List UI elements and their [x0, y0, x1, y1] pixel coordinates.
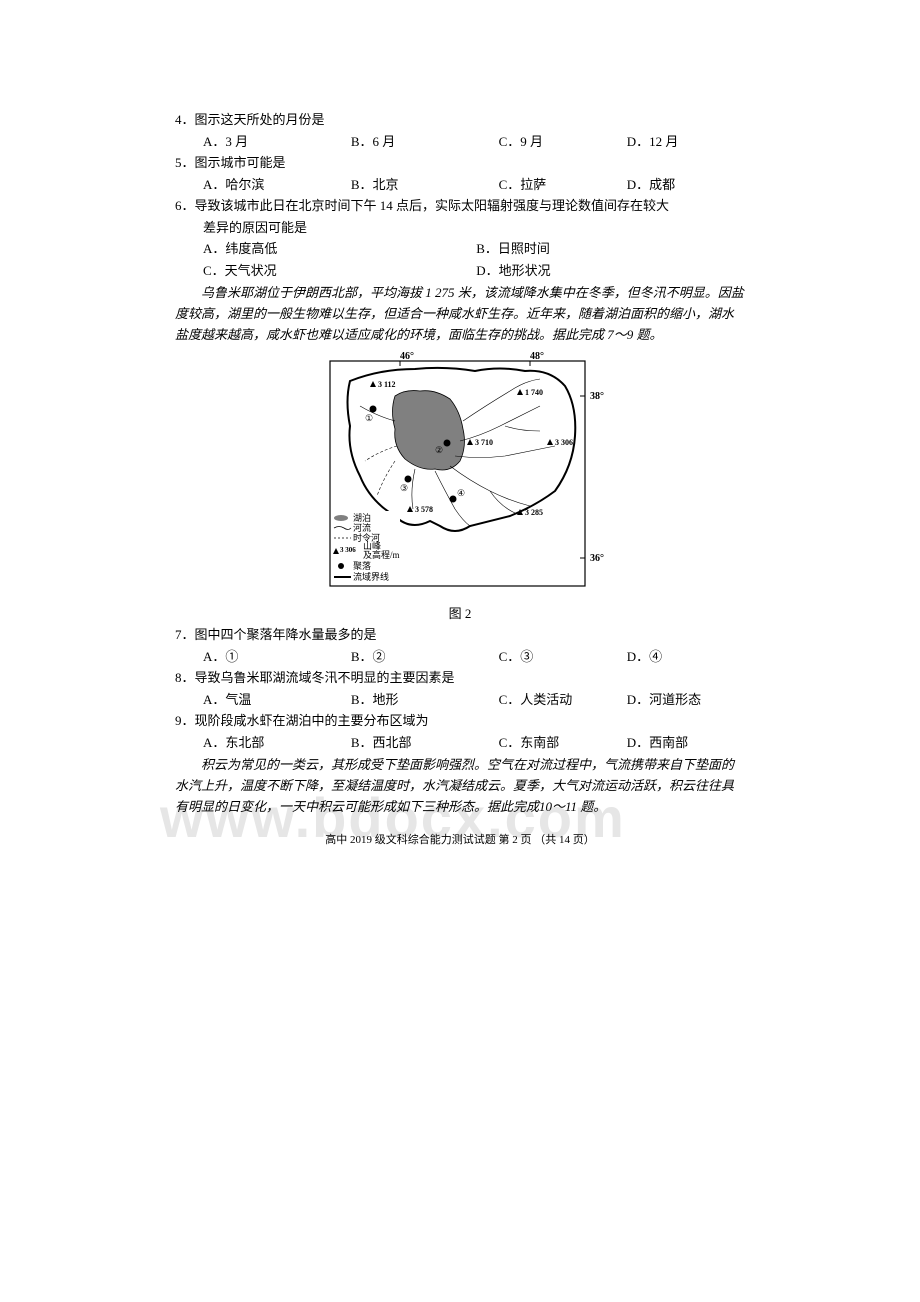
lat-top: 38° — [590, 391, 604, 402]
q8-opt-d: D．河道形态 — [627, 690, 745, 710]
page-footer: 高中 2019 级文科综合能力测试试题 第 2 页 （共 14 页） — [175, 832, 745, 849]
q5-opt-a: A．哈尔滨 — [203, 175, 351, 195]
q6-options-row1: A．纬度高低 B．日照时间 — [175, 239, 745, 259]
q4-text: 4．图示这天所处的月份是 — [175, 110, 745, 130]
passage-1: 乌鲁米耶湖位于伊朗西北部，平均海拔 1 275 米，该流域降水集中在冬季，但冬汛… — [175, 283, 745, 345]
lon-left: 46° — [400, 351, 414, 362]
q8-options: A．气温 B．地形 C．人类活动 D．河道形态 — [175, 690, 745, 710]
lon-right: 48° — [530, 351, 544, 362]
q9-opt-d: D．西南部 — [627, 733, 745, 753]
peak-5-label: 3 578 — [415, 505, 433, 514]
q5-opt-c: C．拉萨 — [499, 175, 627, 195]
q7-text: 7．图中四个聚落年降水量最多的是 — [175, 625, 745, 645]
q8-opt-c: C．人类活动 — [499, 690, 627, 710]
q9-opt-c: C．东南部 — [499, 733, 627, 753]
page-content: 4．图示这天所处的月份是 A．3 月 B．6 月 C．9 月 D．12 月 5．… — [175, 110, 745, 848]
map-container: 46° 48° 38° 36° 3 112 — [305, 351, 615, 623]
map-caption: 图 2 — [305, 604, 615, 624]
q9-opt-b: B．西北部 — [351, 733, 499, 753]
settlement-2 — [444, 440, 451, 447]
q6-opt-a: A．纬度高低 — [203, 239, 473, 259]
circled-2: ② — [435, 445, 443, 455]
q6-options-row2: C．天气状况 D．地形状况 — [175, 261, 745, 281]
q7-opt-b: B．② — [351, 647, 499, 667]
q5-options: A．哈尔滨 B．北京 C．拉萨 D．成都 — [175, 175, 745, 195]
q7-options: A．① B．② C．③ D．④ — [175, 647, 745, 667]
q7-opt-c: C．③ — [499, 647, 627, 667]
legend-peak-sample: 3 306 — [340, 546, 356, 554]
peak-4-label: 3 306 — [555, 438, 573, 447]
q9-text: 9．现阶段咸水虾在湖泊中的主要分布区域为 — [175, 711, 745, 731]
legend-peak-label2: 及高程/m — [363, 549, 400, 560]
lat-bottom: 36° — [590, 553, 604, 564]
q9-opt-a: A．东北部 — [203, 733, 351, 753]
q7-opt-a: A．① — [203, 647, 351, 667]
passage-2: 积云为常见的一类云，其形成受下垫面影响强烈。空气在对流过程中，气流携带来自下垫面… — [175, 755, 745, 817]
q8-opt-a: A．气温 — [203, 690, 351, 710]
q4-opt-c: C．9 月 — [499, 132, 627, 152]
q5-opt-d: D．成都 — [627, 175, 745, 195]
legend-boundary-label: 流域界线 — [353, 571, 389, 582]
peak-3-label: 3 710 — [475, 438, 493, 447]
settlement-1 — [370, 406, 377, 413]
circled-4: ④ — [457, 488, 465, 498]
peak-1-label: 3 112 — [378, 380, 396, 389]
q4-opt-d: D．12 月 — [627, 132, 745, 152]
settlement-4 — [450, 496, 457, 503]
q5-text: 5．图示城市可能是 — [175, 153, 745, 173]
q5-opt-b: B．北京 — [351, 175, 499, 195]
q4-opt-b: B．6 月 — [351, 132, 499, 152]
legend-river-label: 河流 — [353, 522, 371, 533]
q6-opt-b: B．日照时间 — [476, 239, 550, 259]
q9-options: A．东北部 B．西北部 C．东南部 D．西南部 — [175, 733, 745, 753]
peak-6-label: 3 285 — [525, 508, 543, 517]
circled-3: ③ — [400, 483, 408, 493]
q7-opt-d: D．④ — [627, 647, 745, 667]
q8-opt-b: B．地形 — [351, 690, 499, 710]
q4-opt-a: A．3 月 — [203, 132, 351, 152]
q4-options: A．3 月 B．6 月 C．9 月 D．12 月 — [175, 132, 745, 152]
peak-2-label: 1 740 — [525, 388, 543, 397]
q6-opt-d: D．地形状况 — [476, 261, 550, 281]
q6-text-1: 6．导致该城市此日在北京时间下午 14 点后，实际太阳辐射强度与理论数值间存在较… — [175, 196, 745, 216]
q6-text-2: 差异的原因可能是 — [175, 218, 745, 238]
circled-1: ① — [365, 413, 373, 423]
legend-settlement-icon — [338, 563, 344, 569]
legend-lake-label: 湖泊 — [353, 513, 371, 523]
q8-text: 8．导致乌鲁米耶湖流域冬汛不明显的主要因素是 — [175, 668, 745, 688]
map-figure: 46° 48° 38° 36° 3 112 — [305, 351, 615, 596]
q6-opt-c: C．天气状况 — [203, 261, 473, 281]
legend-settlement-label: 聚落 — [353, 560, 371, 571]
settlement-3 — [405, 476, 412, 483]
legend-lake-icon — [334, 515, 348, 521]
